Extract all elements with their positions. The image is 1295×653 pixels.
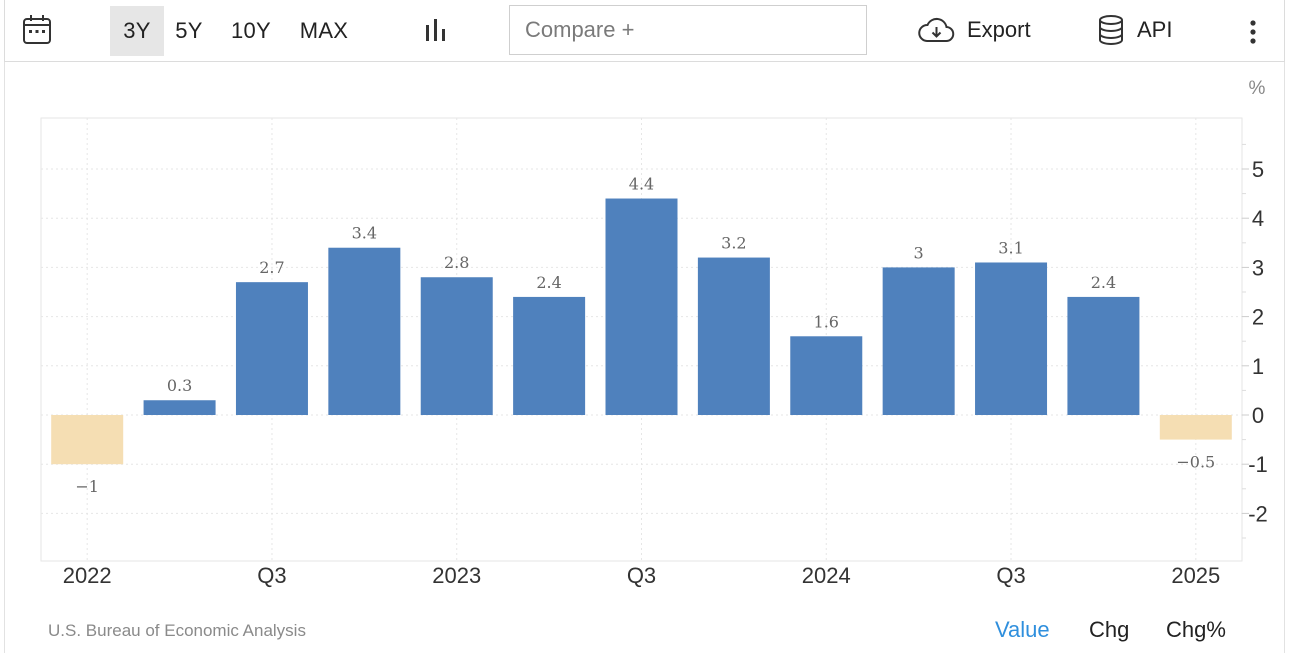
x-tick-label: 2024 bbox=[802, 563, 851, 588]
bar[interactable] bbox=[790, 336, 863, 415]
data-label: 3.4 bbox=[352, 224, 377, 243]
x-tick-label: 2023 bbox=[432, 563, 481, 588]
bar[interactable] bbox=[143, 400, 216, 415]
api-button[interactable]: API bbox=[1097, 10, 1172, 50]
calendar-button[interactable] bbox=[19, 12, 55, 48]
y-tick-label: 2 bbox=[1252, 305, 1264, 330]
bar[interactable] bbox=[605, 198, 678, 415]
x-tick-label: Q3 bbox=[257, 563, 286, 588]
toolbar: 3Y 5Y 10Y MAX Export API bbox=[4, 0, 1285, 62]
mode-chg-percent-button[interactable]: Chg% bbox=[1166, 617, 1226, 642]
export-label: Export bbox=[967, 17, 1031, 42]
data-label: 0.3 bbox=[167, 376, 192, 395]
calendar-icon bbox=[23, 15, 51, 44]
data-label: 4.4 bbox=[629, 175, 654, 194]
bar[interactable] bbox=[882, 267, 955, 415]
bar[interactable] bbox=[420, 277, 493, 415]
more-vertical-icon bbox=[1250, 20, 1256, 44]
cloud-download-icon bbox=[918, 17, 955, 43]
x-tick-label: Q3 bbox=[627, 563, 656, 588]
data-labels: −1 0.3 2.7 3.4 2.8 2.4 4.4 3.2 1.6 3 3.1 2.4 −0.5 bbox=[75, 175, 1215, 497]
api-label: API bbox=[1137, 17, 1173, 42]
data-label: 3.2 bbox=[721, 234, 746, 253]
bar[interactable] bbox=[328, 247, 401, 415]
x-tick-label: 2025 bbox=[1171, 563, 1220, 588]
data-label: −0.5 bbox=[1176, 453, 1215, 472]
range-5y-button[interactable]: 5Y bbox=[175, 18, 203, 43]
bar[interactable] bbox=[697, 257, 770, 415]
source-label: U.S. Bureau of Economic Analysis bbox=[48, 621, 306, 640]
mode-chg-button[interactable]: Chg bbox=[1089, 617, 1130, 642]
data-label: 3 bbox=[914, 243, 924, 262]
data-label: 3.1 bbox=[998, 238, 1023, 257]
y-tick-label: -1 bbox=[1248, 452, 1268, 477]
chart-widget bbox=[4, 0, 1285, 653]
range-3y-button[interactable]: 3Y bbox=[110, 6, 164, 56]
bar[interactable] bbox=[51, 415, 124, 465]
bars bbox=[51, 198, 1232, 465]
y-tick-label: 4 bbox=[1252, 206, 1264, 231]
range-10y-button[interactable]: 10Y bbox=[230, 18, 272, 43]
unit-label: % bbox=[1249, 78, 1266, 99]
bar[interactable] bbox=[975, 262, 1048, 415]
axes: 5 4 3 2 1 0 -1 -2 2022 Q3 2023 Q3 2024 Q3 2025 bbox=[63, 143, 1268, 588]
data-label: −1 bbox=[75, 477, 99, 496]
mode-value-button[interactable]: Value bbox=[995, 617, 1050, 642]
bar[interactable] bbox=[1159, 415, 1232, 440]
bar-chart-icon bbox=[426, 19, 445, 41]
range-max-button[interactable]: MAX bbox=[299, 18, 349, 43]
y-tick-label: 3 bbox=[1252, 255, 1264, 280]
y-tick-label: 1 bbox=[1252, 354, 1264, 379]
bar[interactable] bbox=[235, 282, 308, 415]
y-tick-label: 0 bbox=[1252, 403, 1264, 428]
chart-type-button[interactable] bbox=[419, 12, 453, 48]
compare-input[interactable] bbox=[525, 17, 845, 43]
compare-field[interactable] bbox=[509, 5, 867, 55]
y-tick-label: 5 bbox=[1252, 157, 1264, 182]
bar[interactable] bbox=[1067, 296, 1140, 415]
x-tick-label: 2022 bbox=[63, 563, 112, 588]
bar[interactable] bbox=[513, 296, 586, 415]
data-label: 2.4 bbox=[1091, 273, 1116, 292]
data-label: 1.6 bbox=[814, 312, 839, 331]
more-options-button[interactable] bbox=[1241, 14, 1265, 50]
export-button[interactable]: Export bbox=[917, 10, 1031, 50]
x-tick-label: Q3 bbox=[996, 563, 1025, 588]
data-label: 2.4 bbox=[536, 273, 561, 292]
data-label: 2.7 bbox=[259, 258, 284, 277]
database-icon bbox=[1099, 15, 1123, 45]
y-tick-label: -2 bbox=[1248, 501, 1268, 526]
data-label: 2.8 bbox=[444, 253, 469, 272]
